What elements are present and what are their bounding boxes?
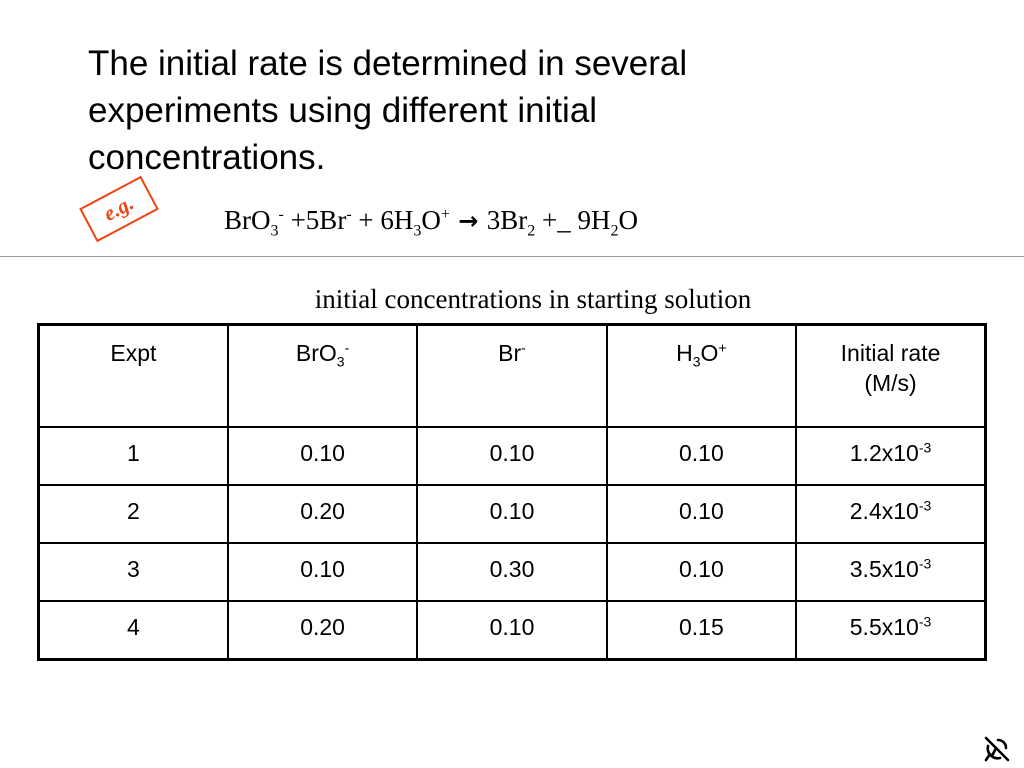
table-row: 2 0.20 0.10 0.10 2.4x10-3	[37, 484, 987, 544]
header-bro3-label: BrO	[295, 340, 337, 366]
cell-rate: 2.4x10-3	[795, 484, 987, 544]
header-br: Br-	[416, 323, 608, 428]
cell-rate: 3.5x10-3	[795, 542, 987, 602]
cell-expt: 3	[37, 542, 229, 602]
cell-h3o: 0.15	[605, 600, 798, 661]
header-initial-rate: Initial rate (M/s)	[795, 323, 987, 428]
header-bro3: BrO3-	[226, 323, 419, 428]
header-h3o-h: H	[676, 340, 693, 366]
horizontal-divider	[0, 256, 1024, 257]
table-row: 3 0.10 0.30 0.10 3.5x10-3	[37, 542, 987, 602]
eq-br2-sub: 2	[527, 222, 536, 240]
eq-bro3-sup: -	[278, 206, 284, 223]
eq-o-end: O	[618, 205, 638, 235]
eq-h3o-sup: +	[440, 206, 450, 223]
header-rate-line2: (M/s)	[864, 370, 917, 396]
header-h3o-sub: 3	[692, 353, 701, 370]
cell-bro3: 0.20	[226, 600, 419, 661]
header-expt: Expt	[37, 323, 229, 428]
cell-h3o: 0.10	[605, 484, 798, 544]
eq-plus5br: +5Br	[283, 205, 347, 235]
cell-br: 0.10	[416, 426, 608, 486]
table-caption: initial concentrations in starting solut…	[314, 284, 752, 314]
header-h3o-o: O	[700, 340, 719, 366]
rate-mantissa: 2.4x10	[849, 498, 919, 524]
cell-bro3: 0.20	[226, 484, 419, 544]
rate-exponent: -3	[918, 497, 932, 514]
eq-bro3: BrO	[224, 205, 271, 235]
header-h3o: H3O+	[605, 323, 798, 428]
cell-expt: 2	[37, 484, 229, 544]
eq-h3o-sub: 3	[413, 222, 422, 240]
cell-rate: 5.5x10-3	[795, 600, 987, 661]
cell-h3o: 0.10	[605, 542, 798, 602]
cell-br: 0.10	[416, 600, 608, 661]
header-rate-line1: Initial rate	[840, 340, 941, 366]
rate-mantissa: 5.5x10	[849, 614, 919, 640]
eg-stamp: e.g.	[79, 175, 159, 243]
header-expt-label: Expt	[110, 340, 157, 366]
header-bro3-sub: 3	[336, 353, 345, 370]
reaction-arrow-icon: →	[449, 207, 487, 235]
slide-heading: The initial rate is determined in severa…	[88, 44, 688, 177]
eq-plus9h: +_ 9H	[535, 205, 611, 235]
rate-exponent: -3	[918, 613, 932, 630]
satellite-dish-icon	[984, 736, 1010, 762]
cell-bro3: 0.10	[226, 426, 419, 486]
eq-bro3-sub: 3	[270, 222, 279, 240]
cell-h3o: 0.10	[605, 426, 798, 486]
cell-bro3: 0.10	[226, 542, 419, 602]
table-header-row: Expt BrO3- Br- H3O+ Initial rate (M/s)	[37, 323, 987, 428]
header-br-label: Br	[498, 340, 522, 366]
cell-br: 0.30	[416, 542, 608, 602]
eq-br-sup: -	[346, 206, 352, 223]
header-h3o-sup: +	[718, 339, 727, 356]
table-row: 1 0.10 0.10 0.10 1.2x10-3	[37, 426, 987, 486]
cell-br: 0.10	[416, 484, 608, 544]
table-row: 4 0.20 0.10 0.15 5.5x10-3	[37, 600, 987, 661]
rate-exponent: -3	[918, 555, 932, 572]
rate-mantissa: 1.2x10	[849, 440, 919, 466]
eq-h2o-sub: 2	[610, 222, 619, 240]
eq-plus6h: + 6H	[351, 205, 414, 235]
reaction-equation: BrO3- +5Br- + 6H3O+ → 3Br2 +_ 9H2O	[224, 205, 638, 240]
eq-br2: 3Br	[486, 205, 528, 235]
rate-data-table: Expt BrO3- Br- H3O+ Initial rate (M/s) 1 …	[37, 323, 987, 661]
cell-expt: 1	[37, 426, 229, 486]
rate-exponent: -3	[918, 439, 932, 456]
cell-expt: 4	[37, 600, 229, 661]
eq-o-part: O	[421, 205, 441, 235]
header-br-sup: -	[521, 339, 526, 356]
cell-rate: 1.2x10-3	[795, 426, 987, 486]
rate-mantissa: 3.5x10	[849, 556, 919, 582]
header-bro3-sup: -	[344, 339, 350, 356]
